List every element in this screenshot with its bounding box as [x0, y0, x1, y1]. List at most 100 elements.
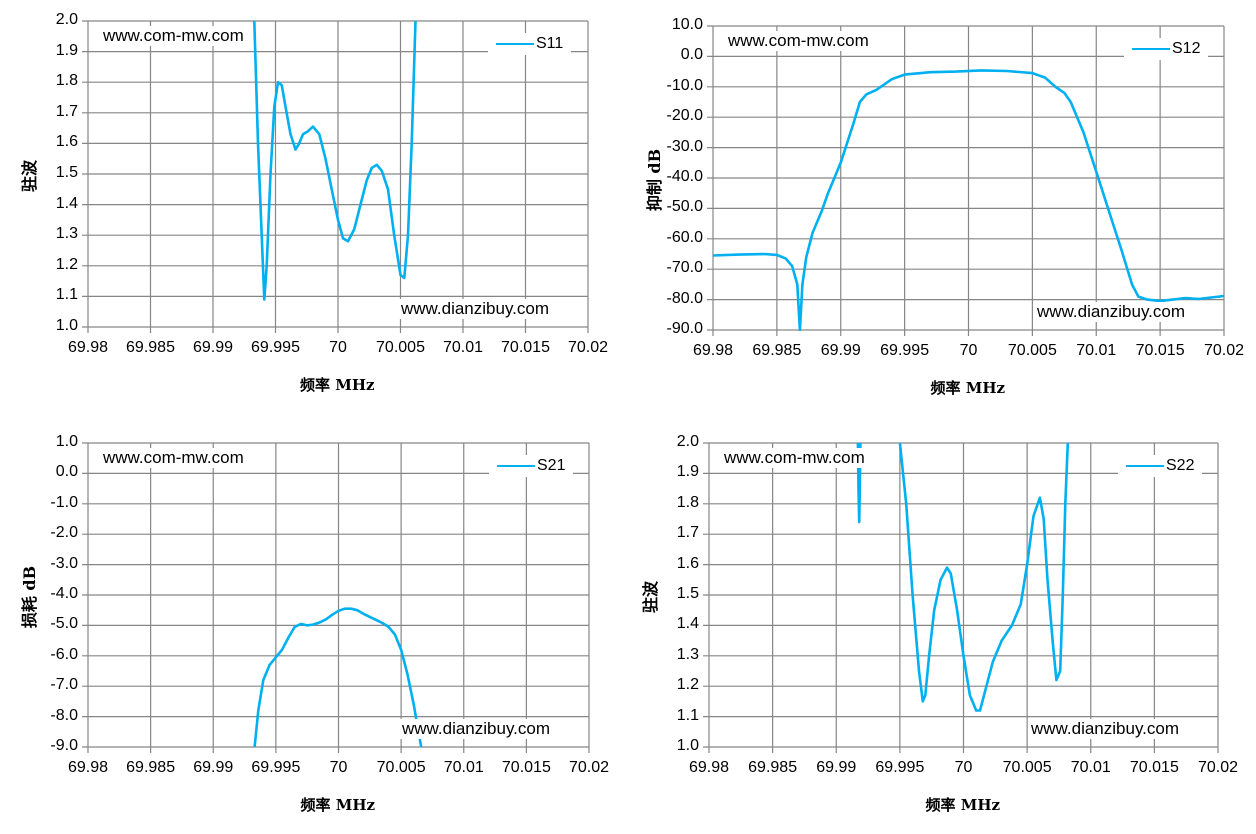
- legend-label: S12: [1172, 40, 1201, 57]
- y-tick-label: -10.0: [666, 76, 703, 94]
- y-tick-label: -30.0: [666, 137, 703, 155]
- y-tick-label: -90.0: [666, 320, 703, 337]
- x-tick-label: 69.98: [67, 339, 109, 356]
- legend-label: S11: [536, 35, 564, 52]
- y-tick-label: 1.8: [55, 72, 78, 90]
- x-tick-label: 70: [329, 759, 348, 776]
- x-tick-label: 70.01: [442, 339, 484, 356]
- y-tick-label: 1.5: [55, 164, 78, 181]
- series-line-s11: [253, 20, 417, 301]
- y-tick-label: 1.1: [676, 706, 699, 724]
- y-tick-label: 1.2: [676, 676, 699, 694]
- x-tick-label: 70: [959, 342, 978, 359]
- y-tick-label: -7.0: [50, 676, 78, 694]
- x-tick-label: 69.99: [816, 759, 857, 776]
- legend-swatch: [497, 465, 535, 467]
- x-tick-label: 69.985: [126, 339, 175, 356]
- y-tick-label: 1.3: [676, 645, 699, 663]
- x-tick-label: 69.995: [251, 339, 300, 356]
- x-tick-label: 69.985: [748, 759, 798, 776]
- watermark-bottom: www.dianzibuy.com: [399, 719, 554, 739]
- x-tick-label: 70.005: [1007, 342, 1057, 359]
- y-tick-label: 2.0: [676, 433, 699, 450]
- x-tick-label: 70.005: [1002, 759, 1052, 776]
- y-tick-label: 1.9: [676, 463, 699, 481]
- x-tick-label: 69.99: [193, 759, 234, 776]
- x-axis-title: 频率 MHz: [300, 796, 376, 814]
- x-tick-label: 70.015: [501, 339, 550, 356]
- x-axis-title: 频率 MHz: [300, 376, 375, 394]
- series-line-s12: [713, 69, 1224, 331]
- legend-swatch: [1126, 465, 1164, 467]
- y-axis-title: 驻波: [641, 581, 660, 614]
- x-tick-label: 70.01: [443, 759, 484, 776]
- y-tick-label: -9.0: [50, 737, 78, 754]
- watermark-top: www.com-mw.com: [100, 26, 247, 46]
- watermark-bottom: www.dianzibuy.com: [1034, 302, 1189, 322]
- y-tick-label: 1.0: [55, 433, 78, 450]
- x-tick-label: 70.02: [1197, 759, 1239, 776]
- x-tick-label: 70.015: [1129, 759, 1179, 776]
- y-tick-label: 0.0: [680, 46, 703, 64]
- legend-label: S22: [1166, 457, 1195, 474]
- y-tick-label: 1.7: [55, 102, 78, 120]
- legend: S12: [1124, 38, 1209, 60]
- y-tick-label: 1.7: [676, 524, 699, 542]
- x-tick-label: 69.99: [820, 342, 861, 359]
- y-tick-label: -40.0: [666, 168, 703, 185]
- y-tick-label: -8.0: [50, 706, 78, 724]
- legend-label: S21: [537, 457, 566, 474]
- series-line-s22: [856, 442, 862, 524]
- legend: S11: [488, 33, 572, 55]
- y-tick-label: 1.5: [676, 585, 699, 602]
- legend-swatch: [1132, 48, 1170, 50]
- y-tick-label: -1.0: [50, 493, 78, 511]
- y-tick-label: -80.0: [666, 289, 703, 307]
- x-tick-label: 69.985: [126, 759, 176, 776]
- y-tick-label: 1.0: [55, 317, 78, 334]
- x-tick-label: 69.995: [875, 759, 925, 776]
- y-tick-label: 1.4: [55, 194, 78, 212]
- chart-s21: 1.0 0.0 -1.0 -2.0 -3.0 -4.0 -5.0 -6.0 -7.0 -8.0 -9…: [20, 433, 610, 814]
- y-tick-label: -5.0: [50, 615, 78, 633]
- x-tick-label: 69.98: [692, 342, 734, 359]
- y-tick-label: -4.0: [50, 585, 78, 602]
- watermark-top: www.com-mw.com: [725, 31, 872, 51]
- x-tick-label: 70: [329, 339, 347, 356]
- x-tick-label: 69.99: [192, 339, 234, 356]
- legend: S22: [1118, 455, 1203, 477]
- x-tick-label: 70.015: [1135, 342, 1185, 359]
- y-tick-label: -60.0: [666, 228, 703, 246]
- x-tick-label: 69.98: [688, 759, 730, 776]
- watermark-top: www.com-mw.com: [100, 448, 247, 468]
- x-tick-label: 69.985: [752, 342, 802, 359]
- x-axis-title: 频率 MHz: [930, 379, 1006, 397]
- x-tick-label: 69.995: [880, 342, 930, 359]
- x-tick-label: 69.995: [251, 759, 301, 776]
- x-tick-label: 70.005: [376, 759, 426, 776]
- x-tick-label: 70.02: [567, 339, 609, 356]
- y-tick-label: 1.6: [55, 133, 78, 151]
- y-tick-label: 1.8: [676, 493, 699, 511]
- series-line-s21: [253, 607, 423, 748]
- y-tick-label: -50.0: [666, 198, 703, 216]
- series-line-s22: [898, 442, 1070, 712]
- legend-swatch: [496, 43, 534, 45]
- chart-s12: 10.0 0.0 -10.0 -20.0 -30.0 -40.0 -50.0 -60.0 -70…: [0, 0, 1256, 410]
- x-tick-label: 69.98: [67, 759, 109, 776]
- y-tick-label: -70.0: [666, 259, 703, 277]
- y-tick-label: 2.0: [55, 11, 78, 28]
- x-axis-title: 频率 MHz: [925, 796, 1001, 814]
- x-tick-label: 70.015: [501, 759, 551, 776]
- watermark-bottom: www.dianzibuy.com: [1028, 719, 1183, 739]
- x-tick-label: 70: [954, 759, 973, 776]
- x-tick-label: 70.02: [568, 759, 610, 776]
- x-tick-label: 70.01: [1076, 342, 1117, 359]
- y-tick-label: 1.9: [55, 41, 78, 59]
- watermark-bottom: www.dianzibuy.com: [398, 299, 553, 319]
- y-tick-label: 1.3: [55, 225, 78, 243]
